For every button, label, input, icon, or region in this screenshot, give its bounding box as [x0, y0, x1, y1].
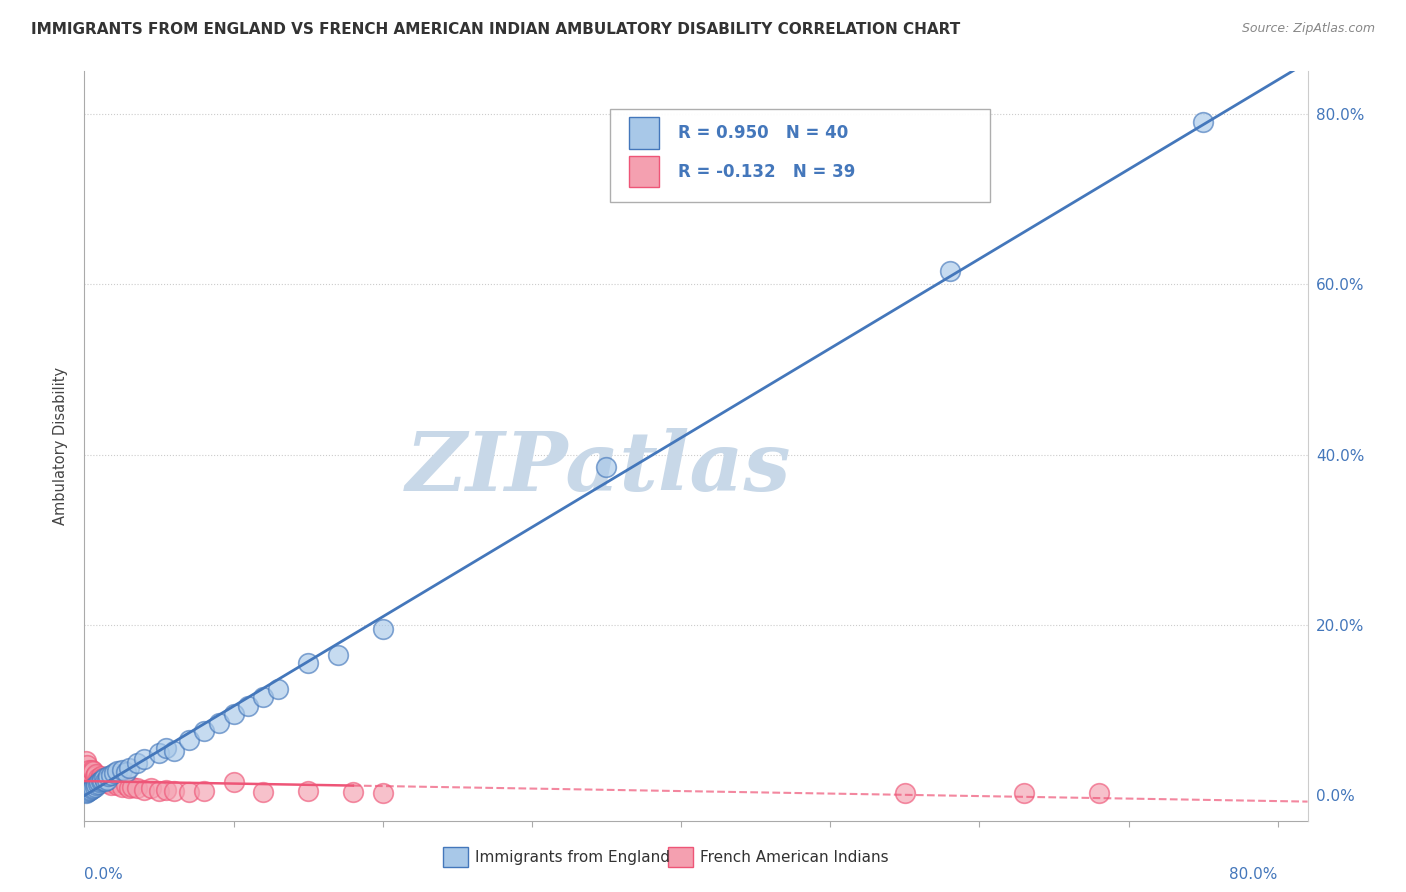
Point: [97, 776, 120, 790]
Point: [90, 769, 112, 783]
Point: [93, 771, 115, 785]
Point: [193, 724, 215, 739]
Point: [91, 771, 114, 785]
Point: [79, 767, 101, 781]
Point: [163, 744, 186, 758]
Point: [1192, 115, 1215, 129]
Point: [83, 769, 105, 783]
Point: [94, 772, 117, 787]
Point: [1087, 786, 1109, 800]
Point: [252, 785, 274, 799]
Point: [75, 754, 97, 768]
Point: [222, 775, 245, 789]
Point: [894, 786, 917, 800]
Point: [103, 766, 125, 780]
Point: [132, 752, 155, 766]
Point: [84, 778, 107, 792]
Point: [177, 785, 200, 799]
Point: [91, 772, 114, 787]
Point: [105, 778, 128, 792]
Point: [267, 681, 290, 696]
Text: French American Indians: French American Indians: [700, 850, 889, 864]
Point: [371, 622, 394, 636]
Text: Immigrants from England: Immigrants from England: [475, 850, 671, 864]
Point: [87, 777, 110, 791]
Point: [1012, 786, 1035, 800]
Point: [89, 772, 111, 787]
Point: [80, 763, 103, 777]
Point: [103, 775, 125, 789]
Point: [97, 769, 120, 783]
Text: 0.0%: 0.0%: [84, 867, 124, 882]
Point: [83, 780, 105, 794]
Point: [193, 784, 215, 798]
Point: [105, 764, 128, 779]
Point: [87, 771, 110, 785]
Point: [75, 786, 97, 800]
Point: [163, 784, 186, 798]
Point: [155, 741, 177, 756]
Point: [132, 783, 155, 797]
FancyBboxPatch shape: [628, 117, 659, 149]
Point: [938, 264, 960, 278]
Point: [222, 707, 245, 722]
Point: [77, 763, 100, 777]
Point: [595, 460, 617, 475]
Point: [82, 781, 104, 796]
Point: [125, 756, 148, 770]
Point: [326, 648, 349, 662]
Point: [118, 761, 141, 775]
Point: [96, 772, 118, 787]
Point: [297, 784, 319, 798]
Point: [238, 698, 260, 713]
Point: [148, 746, 170, 760]
Point: [93, 775, 115, 789]
Point: [76, 758, 98, 772]
Point: [94, 774, 117, 789]
Point: [118, 781, 141, 796]
Point: [207, 715, 229, 730]
Point: [80, 782, 103, 797]
Point: [89, 775, 111, 789]
Point: [77, 784, 100, 798]
Text: ZIPatlas: ZIPatlas: [405, 428, 790, 508]
Point: [115, 778, 138, 792]
Point: [100, 767, 122, 781]
Point: [125, 781, 148, 796]
Point: [84, 767, 107, 781]
Point: [79, 783, 101, 797]
Text: R = 0.950   N = 40: R = 0.950 N = 40: [678, 124, 848, 142]
Text: IMMIGRANTS FROM ENGLAND VS FRENCH AMERICAN INDIAN AMBULATORY DISABILITY CORRELAT: IMMIGRANTS FROM ENGLAND VS FRENCH AMERIC…: [31, 22, 960, 37]
Point: [121, 780, 143, 794]
FancyBboxPatch shape: [610, 109, 990, 202]
Point: [111, 780, 134, 794]
Point: [82, 764, 104, 779]
Point: [148, 784, 170, 798]
Point: [90, 774, 112, 789]
Point: [141, 781, 163, 796]
FancyBboxPatch shape: [628, 156, 659, 187]
Text: 80.0%: 80.0%: [1229, 867, 1278, 882]
Text: R = -0.132   N = 39: R = -0.132 N = 39: [678, 162, 855, 181]
Point: [100, 778, 122, 792]
Point: [76, 785, 98, 799]
Point: [297, 656, 319, 670]
Point: [252, 690, 274, 705]
Text: Source: ZipAtlas.com: Source: ZipAtlas.com: [1241, 22, 1375, 36]
Point: [115, 765, 138, 780]
Point: [342, 785, 364, 799]
Point: [177, 732, 200, 747]
Point: [155, 783, 177, 797]
Point: [96, 774, 118, 789]
Point: [111, 763, 134, 777]
Point: [371, 786, 394, 800]
Y-axis label: Ambulatory Disability: Ambulatory Disability: [53, 367, 69, 525]
